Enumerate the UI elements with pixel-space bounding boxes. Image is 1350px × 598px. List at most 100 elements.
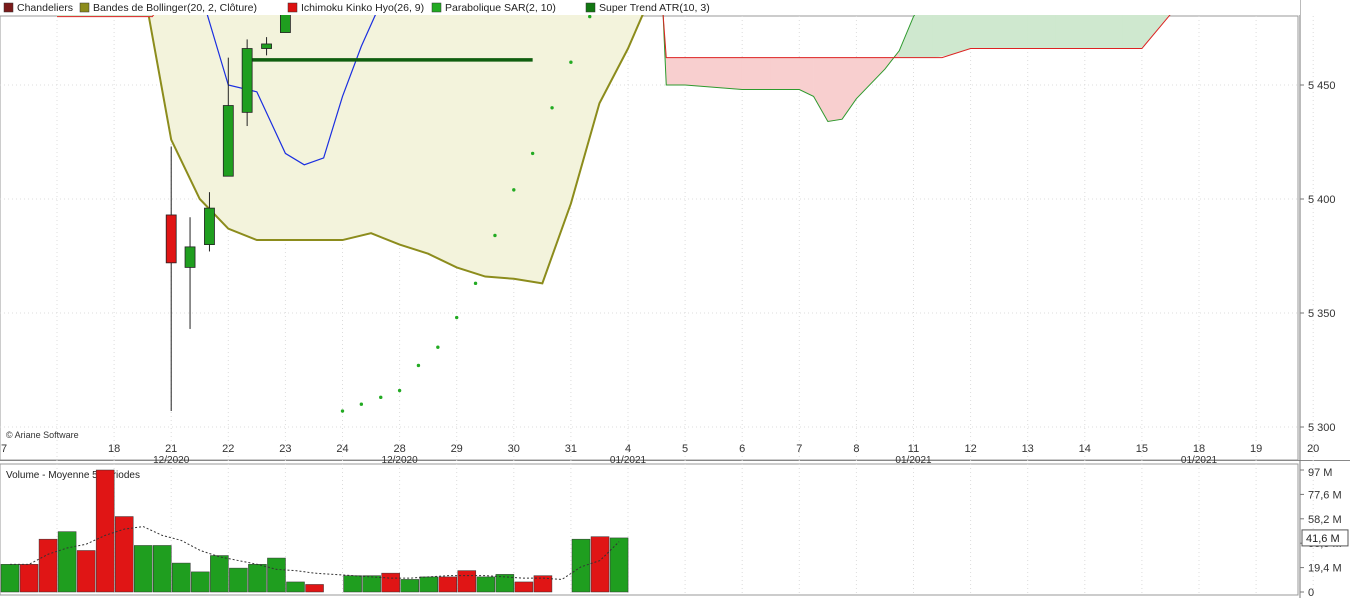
volume-bar [476, 576, 496, 593]
legend-label: Parabolique SAR(2, 10) [445, 2, 556, 14]
time-tick-label: 30 [508, 443, 520, 455]
volume-bar [343, 575, 362, 593]
current-volume-box [1301, 529, 1349, 547]
volume-bar [210, 555, 229, 593]
time-tick-label: 4 [625, 443, 631, 455]
time-tick-label: 19 [1250, 443, 1262, 455]
sar-dot [379, 395, 383, 400]
bollinger-fill [145, 0, 650, 284]
legend-item[interactable]: Bandes de Bollinger(20, 2, Clôture) [79, 2, 257, 14]
legend[interactable]: Chandeliers Bandes de Bollinger(20, 2, Cl… [0, 0, 1300, 15]
legend-label: Chandeliers [17, 2, 73, 14]
volume-bar [400, 579, 419, 593]
price-tick-label: 5 400 [1308, 194, 1336, 206]
volume-bar [153, 545, 172, 593]
sar-dot [359, 402, 364, 406]
sar-dot [550, 106, 554, 110]
legend-bar [0, 0, 1300, 15]
sar-dot [530, 151, 535, 156]
sar-dot [588, 14, 592, 19]
time-tick-label: 24 [336, 443, 348, 455]
candle[interactable] [165, 146, 177, 412]
cloud-segment [665, 57, 686, 86]
indicators: 78,6 % (5 590,67) [202, 0, 533, 166]
volume-bar [438, 576, 458, 593]
sar-dot [340, 409, 345, 413]
volume-tick-label: 77,6 M [1308, 489, 1342, 501]
month-label: 12/2020 [382, 455, 419, 466]
cloud-segment [684, 57, 743, 90]
sar-dot [473, 281, 478, 286]
candle-body [165, 214, 177, 264]
sar-dot [512, 188, 516, 192]
time-tick-label: 23 [279, 443, 291, 455]
volume-bar [571, 538, 591, 593]
time-tick-label: 6 [739, 443, 745, 455]
volume-bar [191, 571, 210, 593]
time-tick-label: 28 [393, 443, 405, 455]
legend-swatch [3, 2, 14, 13]
volume-bar [57, 531, 77, 593]
cloud-segment [741, 57, 772, 90]
time-tick-label: 18 [108, 443, 120, 455]
candle[interactable] [241, 39, 253, 127]
time-tick-label: 7 [1, 443, 7, 455]
legend-label: Super Trend ATR(10, 3) [599, 2, 710, 14]
candle-body [241, 48, 253, 113]
candle[interactable] [204, 192, 215, 252]
candle[interactable] [261, 37, 272, 56]
parabolic-sar [340, 14, 592, 413]
time-tick-label: 15 [1136, 443, 1148, 455]
sar-dot [569, 60, 573, 64]
cloud-segment [827, 57, 843, 122]
time-tick-label: 18 [1193, 443, 1205, 455]
candle-body [184, 246, 196, 268]
volume-bar [419, 576, 438, 593]
legend-item[interactable]: Parabolique SAR(2, 10) [431, 2, 556, 14]
price-tick-label: 5 350 [1308, 308, 1336, 320]
time-tick-label: 11 [908, 443, 919, 455]
tenkan-sen-line [202, 0, 383, 166]
candle[interactable] [184, 217, 196, 329]
volume-bar [229, 567, 248, 593]
volume-bar [133, 545, 153, 593]
price-tick-label: 5 450 [1308, 80, 1336, 92]
candle-body [204, 207, 215, 245]
volume-bar [514, 581, 534, 593]
time-axis: 7 18 21 22 23 24 28 29 30 31 4 5 6 7 8 11 12 13 14 15 18 19 20… [1, 443, 1319, 466]
volume-tick-label: 19,4 M [1308, 563, 1342, 575]
volume-tick-label: 58,2 M [1308, 514, 1342, 526]
cloud-segment [770, 57, 800, 90]
month-label: 01/2021 [1181, 455, 1218, 466]
volume-tick-label: 97 M [1308, 467, 1332, 479]
legend-label: Bandes de Bollinger(20, 2, Clôture) [93, 2, 257, 14]
volume-bar [114, 516, 134, 593]
volume-bar [533, 575, 553, 593]
time-tick-label: 5 [682, 443, 688, 455]
time-tick-label: 8 [853, 443, 859, 455]
volume-tick-label: 0 [1308, 587, 1314, 598]
sar-dot [416, 363, 421, 368]
time-tick-label: 12 [964, 443, 976, 455]
volume-bar [381, 572, 400, 593]
volume-bar [609, 537, 629, 593]
volume-frame [0, 463, 1299, 596]
sar-dot [397, 388, 402, 393]
legend-item[interactable]: Chandeliers [3, 2, 73, 14]
time-tick-label: 21 [165, 443, 177, 455]
legend-label: Ichimoku Kinko Hyo(26, 9) [301, 2, 424, 14]
legend-item[interactable]: Ichimoku Kinko Hyo(26, 9) [287, 2, 424, 14]
legend-item[interactable]: Super Trend ATR(10, 3) [585, 2, 710, 14]
time-tick-label: 7 [796, 443, 802, 455]
volume-bar [76, 550, 96, 593]
sar-dot [455, 315, 459, 320]
time-tick-label: 13 [1022, 443, 1034, 455]
volume-bar [267, 557, 286, 593]
senkou-span-a [661, 0, 925, 123]
sar-dot [493, 233, 497, 238]
candle[interactable] [222, 57, 234, 177]
volume-bar [95, 469, 115, 593]
legend-swatch [287, 2, 298, 13]
